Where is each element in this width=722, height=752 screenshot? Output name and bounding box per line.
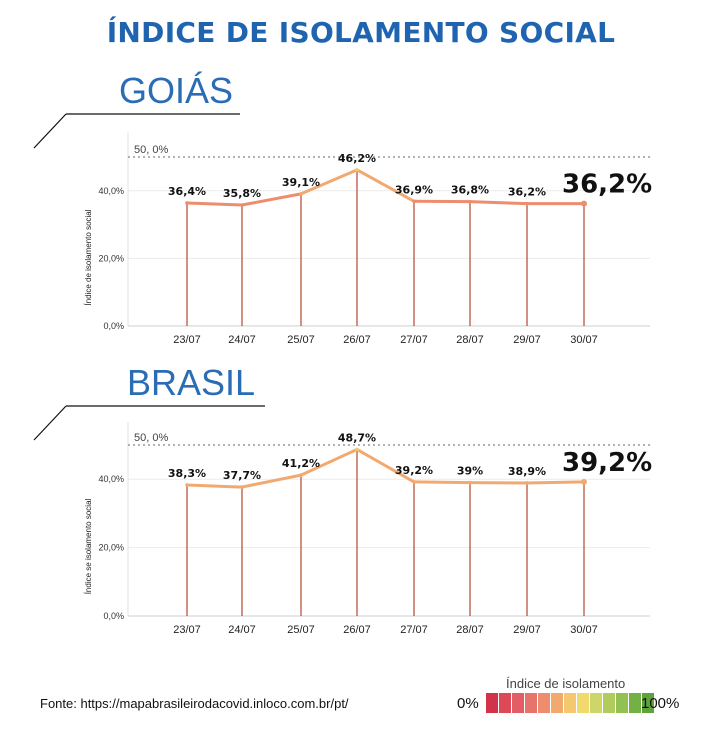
data-point <box>525 481 529 485</box>
series-line-segment <box>240 473 303 489</box>
data-point <box>299 473 303 477</box>
data-label: 48,7% <box>338 431 376 444</box>
legend-swatch <box>577 693 589 713</box>
y-tick-label: 0,0% <box>103 611 124 621</box>
x-tick-label: 23/07 <box>173 624 201 636</box>
y-tick-label: 20,0% <box>98 543 124 553</box>
chart-brasil: 0,0% 20,0% 40,0% 50, 0% Índice se isolamento… <box>33 405 652 636</box>
legend-swatch <box>564 693 576 713</box>
x-tick-label: 25/07 <box>287 334 315 346</box>
title-underline <box>33 405 67 441</box>
legend-swatch <box>525 693 537 713</box>
data-label: 37,7% <box>223 469 261 482</box>
data-point <box>581 200 587 207</box>
data-point <box>299 192 303 196</box>
data-point <box>240 203 244 207</box>
legend-swatch <box>486 693 498 713</box>
data-label: 41,2% <box>282 457 320 470</box>
series-line-segment <box>299 447 359 477</box>
data-point <box>240 485 244 489</box>
legend-min-label: 0% <box>457 695 479 712</box>
legend-max-label: 100% <box>641 695 680 712</box>
x-tick-label: 29/07 <box>513 624 541 636</box>
legend-swatch <box>512 693 524 713</box>
series-line-segment <box>299 168 359 196</box>
x-tick-label: 28/07 <box>456 334 484 346</box>
series-line-segment <box>355 168 416 203</box>
data-label: 39% <box>457 465 483 478</box>
data-point <box>185 483 189 487</box>
page-title: ÍNDICE DE ISOLAMENTO SOCIAL <box>106 16 616 49</box>
data-label: 36,9% <box>395 183 433 196</box>
data-point <box>185 201 189 205</box>
legend-swatch <box>499 693 511 713</box>
data-label: 36,4% <box>168 185 206 198</box>
series-line-segment <box>468 200 529 206</box>
title-underline <box>33 113 67 149</box>
source-text: Fonte: https://mapabrasileirodacovid.inl… <box>40 696 349 711</box>
x-tick-label: 26/07 <box>343 334 371 346</box>
data-point <box>525 201 529 206</box>
series-line-segment <box>355 447 416 484</box>
series-line-segment <box>412 480 472 485</box>
data-point <box>412 199 416 204</box>
data-label: 36,2% <box>508 186 546 199</box>
data-point <box>412 480 416 484</box>
legend-color-scale <box>486 693 655 713</box>
data-label: 46,2% <box>338 152 376 165</box>
data-label: 38,3% <box>168 467 206 480</box>
legend-swatch <box>551 693 563 713</box>
data-label: 35,8% <box>223 187 261 200</box>
legend-title: Índice de isolamento <box>506 676 626 691</box>
data-label: 39,1% <box>282 176 320 189</box>
data-label: 39,2% <box>395 464 433 477</box>
x-tick-label: 30/07 <box>570 624 598 636</box>
data-point <box>468 480 472 485</box>
reference-line-label: 50, 0% <box>134 144 168 156</box>
data-point <box>355 447 359 452</box>
x-tick-label: 27/07 <box>400 334 428 346</box>
y-tick-label: 0,0% <box>103 321 124 331</box>
legend-swatch <box>616 693 628 713</box>
series-line-segment <box>185 483 244 489</box>
x-tick-label: 30/07 <box>570 334 598 346</box>
y-axis-title: Índice de isolamento social <box>84 209 93 305</box>
x-tick-label: 23/07 <box>173 334 201 346</box>
x-tick-label: 24/07 <box>228 334 256 346</box>
y-tick-label: 20,0% <box>98 253 124 263</box>
legend-swatch <box>642 693 654 713</box>
legend-swatch <box>590 693 602 713</box>
series-line-segment <box>185 201 244 207</box>
x-tick-label: 25/07 <box>287 624 315 636</box>
legend-swatch <box>629 693 641 713</box>
latest-value-highlight: 39,2% <box>562 448 652 478</box>
x-tick-label: 27/07 <box>400 624 428 636</box>
legend-swatch <box>603 693 615 713</box>
y-axis-title: Índice se isolamento social <box>84 498 93 594</box>
data-point <box>581 478 587 485</box>
x-tick-label: 24/07 <box>228 624 256 636</box>
chart-title-brasil: BRASIL <box>127 362 256 403</box>
x-tick-label: 28/07 <box>456 624 484 636</box>
series-line-segment <box>240 192 303 207</box>
y-tick-label: 40,0% <box>98 186 124 196</box>
chart-title-goias: GOIÁS <box>119 70 234 111</box>
data-point <box>355 168 359 172</box>
data-label: 38,9% <box>508 465 546 478</box>
chart-goias: 0,0% 20,0% 40,0% 50, 0% Índice de isolamento… <box>33 113 652 346</box>
series-line-segment <box>525 480 586 485</box>
data-label: 36,8% <box>451 184 489 197</box>
data-point <box>468 199 472 204</box>
x-tick-label: 26/07 <box>343 624 371 636</box>
x-tick-label: 29/07 <box>513 334 541 346</box>
y-tick-label: 40,0% <box>98 474 124 484</box>
legend-swatch <box>538 693 550 713</box>
reference-line-label: 50, 0% <box>134 432 168 444</box>
latest-value-highlight: 36,2% <box>562 170 652 200</box>
